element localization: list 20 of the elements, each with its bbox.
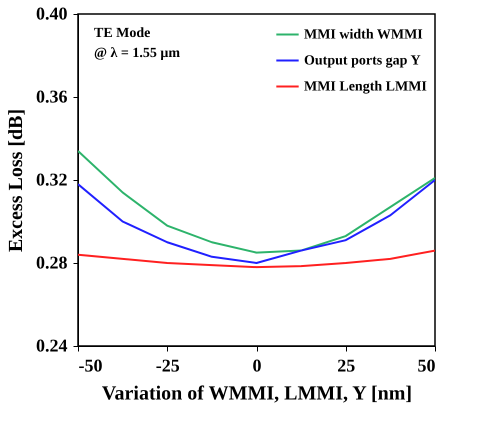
x-tick-label: -25	[156, 356, 180, 376]
legend-label: Output ports gap Y	[304, 54, 421, 68]
legend-label: MMI width WMMI	[304, 28, 423, 42]
y-axis-title: Excess Loss [dB]	[5, 108, 27, 252]
line-series	[78, 150, 435, 254]
x-tick-label: 25	[337, 356, 356, 376]
annotation: TE Mode	[94, 26, 150, 41]
y-tick-label: 0.24	[36, 336, 68, 356]
line-series	[78, 250, 435, 268]
y-tick-label: 0.28	[36, 252, 68, 272]
x-axis-title: Variation of WMMI, LMMI, Y [nm]	[102, 382, 412, 404]
annotation: @ λ = 1.55 μm	[94, 46, 180, 61]
line-series	[78, 179, 435, 264]
x-tick-label: 50	[418, 356, 436, 376]
y-tick-label: 0.32	[36, 170, 68, 190]
y-tick-label: 0.36	[36, 86, 68, 106]
legend-label: MMI Length LMMI	[304, 80, 427, 94]
x-tick-label: 0	[252, 356, 262, 376]
y-tick-label: 0.40	[36, 4, 68, 24]
x-tick-label: -50	[78, 356, 102, 376]
